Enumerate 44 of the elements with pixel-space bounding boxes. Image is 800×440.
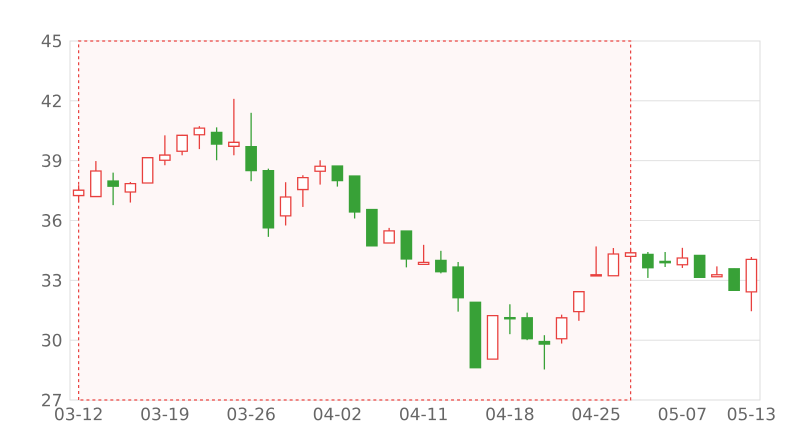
y-tick-label: 45 bbox=[42, 34, 61, 48]
candlestick bbox=[107, 172, 119, 206]
y-tick-label: 42 bbox=[42, 94, 61, 108]
x-tick-label: 04-02 bbox=[314, 408, 360, 420]
x-tick-label: 03-26 bbox=[228, 408, 275, 420]
candlestick bbox=[556, 314, 568, 344]
candlestick bbox=[210, 126, 222, 161]
candlestick bbox=[435, 250, 447, 274]
y-tick-label: 39 bbox=[42, 154, 62, 168]
candlestick bbox=[659, 251, 671, 268]
x-tick-label: 04-25 bbox=[572, 408, 620, 420]
x-tick-label: 04-18 bbox=[486, 408, 534, 420]
candlestick bbox=[314, 160, 326, 186]
candlestick bbox=[642, 251, 654, 279]
candlestick bbox=[538, 334, 550, 370]
candlestick bbox=[280, 182, 292, 226]
candlestick bbox=[418, 244, 430, 266]
candlestick bbox=[590, 246, 602, 277]
candlestick bbox=[124, 181, 136, 204]
candlestick bbox=[228, 98, 240, 156]
y-tick-label: 33 bbox=[42, 274, 62, 287]
candlestick bbox=[245, 112, 257, 182]
y-tick-label: 27 bbox=[42, 394, 62, 406]
x-tick-label: 05-07 bbox=[658, 408, 706, 420]
candlestick bbox=[504, 304, 516, 335]
x-tick-label: 03-19 bbox=[141, 408, 188, 420]
candlestick bbox=[297, 174, 309, 208]
candlestick bbox=[383, 227, 395, 244]
candlestick bbox=[176, 134, 188, 156]
candlestick bbox=[676, 247, 688, 269]
candlestick bbox=[728, 268, 740, 291]
x-tick-label: 03-12 bbox=[55, 408, 102, 420]
candlestick bbox=[521, 312, 533, 341]
y-tick-label: 36 bbox=[42, 214, 62, 227]
candlestick bbox=[159, 134, 171, 166]
candlestick bbox=[694, 254, 706, 278]
y-tick-label: 30 bbox=[42, 334, 62, 347]
candlestick bbox=[711, 266, 723, 278]
candlestick bbox=[332, 165, 344, 188]
candlestick bbox=[573, 291, 585, 322]
candlestick bbox=[608, 247, 620, 276]
x-tick-label: 04-11 bbox=[400, 408, 447, 420]
x-tick-label: 05-13 bbox=[728, 408, 775, 420]
candlestick bbox=[194, 126, 206, 150]
